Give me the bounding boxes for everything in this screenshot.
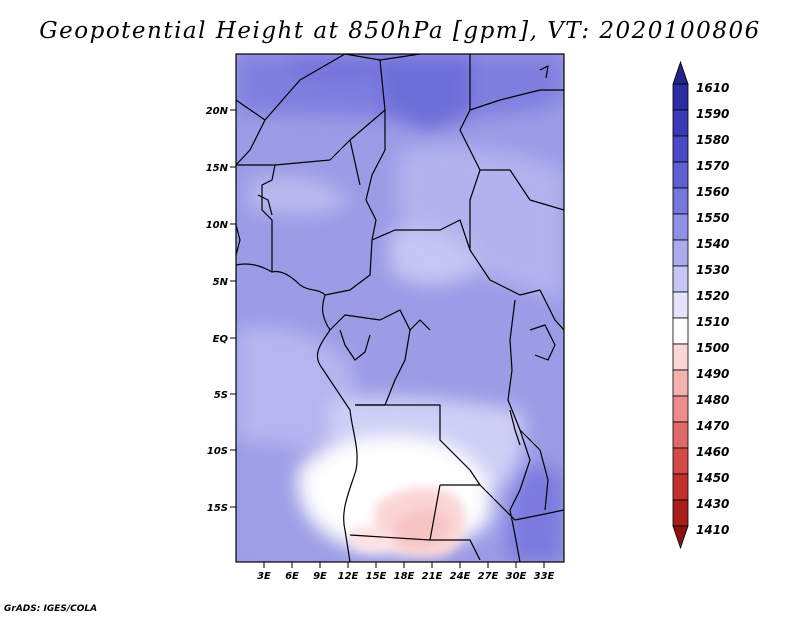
lon-ticks [263, 562, 545, 568]
colorbar-segment [672, 421, 689, 449]
software-credit: GrADS: IGES/COLA [4, 604, 98, 614]
colorbar-label: 1430 [696, 497, 729, 511]
lat-label: 5S [214, 390, 228, 401]
map-frame [235, 53, 565, 563]
lon-label: 12E [338, 571, 359, 582]
colorbar-segment [672, 343, 689, 371]
lat-label: 5N [213, 277, 229, 288]
lat-label: 10S [207, 446, 228, 457]
lon-label: 6E [285, 571, 299, 582]
colorbar-label: 1580 [696, 133, 729, 147]
colorbar-label: 1530 [696, 263, 729, 277]
lon-label: 30E [506, 571, 527, 582]
colorbar-segment [672, 239, 689, 267]
colorbar-label: 1540 [696, 237, 729, 251]
colorbar-label: 1550 [696, 211, 729, 225]
colorbar [672, 60, 689, 550]
colorbar-segment [672, 317, 689, 345]
colorbar-label: 1460 [696, 445, 729, 459]
colorbar-top-arrow [672, 60, 689, 85]
lon-label: 27E [478, 571, 499, 582]
lat-ticks [230, 109, 236, 508]
lat-label: EQ [213, 334, 229, 345]
colorbar-segment [672, 109, 689, 137]
lon-label: 15E [366, 571, 387, 582]
colorbar-segment [672, 83, 689, 111]
colorbar-label: 1480 [696, 393, 729, 407]
lat-label: 15N [206, 163, 229, 174]
colorbar-label: 1470 [696, 419, 729, 433]
colorbar-segment [672, 473, 689, 501]
lat-label: 10N [206, 220, 229, 231]
country-borders [236, 54, 564, 562]
colorbar-segment [672, 369, 689, 397]
lon-label: 3E [257, 571, 271, 582]
colorbar-segment [672, 161, 689, 189]
colorbar-label: 1450 [696, 471, 729, 485]
colorbar-segment [672, 291, 689, 319]
colorbar-label: 1410 [696, 523, 729, 537]
geopotential-field [236, 54, 564, 562]
lon-label: 21E [422, 571, 443, 582]
lat-label: 15S [207, 503, 228, 514]
colorbar-label: 1590 [696, 107, 729, 121]
colorbar-segment [672, 187, 689, 215]
colorbar-segment [672, 265, 689, 293]
colorbar-label: 1520 [696, 289, 729, 303]
colorbar-segment [672, 447, 689, 475]
colorbar-label: 1570 [696, 159, 729, 173]
colorbar-segment [672, 395, 689, 423]
colorbar-label: 1560 [696, 185, 729, 199]
colorbar-label: 1510 [696, 315, 729, 329]
colorbar-segment [672, 499, 689, 527]
lon-label: 33E [534, 571, 555, 582]
lon-label: 9E [313, 571, 327, 582]
colorbar-segment [672, 135, 689, 163]
colorbar-label: 1610 [696, 81, 729, 95]
colorbar-bottom-arrow [672, 525, 689, 550]
colorbar-label: 1500 [696, 341, 729, 355]
colorbar-label: 1490 [696, 367, 729, 381]
lon-label: 24E [450, 571, 471, 582]
colorbar-segment [672, 213, 689, 241]
map-title: Geopotential Height at 850hPa [gpm], VT:… [39, 18, 761, 44]
lon-label: 18E [394, 571, 415, 582]
lat-label: 20N [206, 106, 229, 117]
